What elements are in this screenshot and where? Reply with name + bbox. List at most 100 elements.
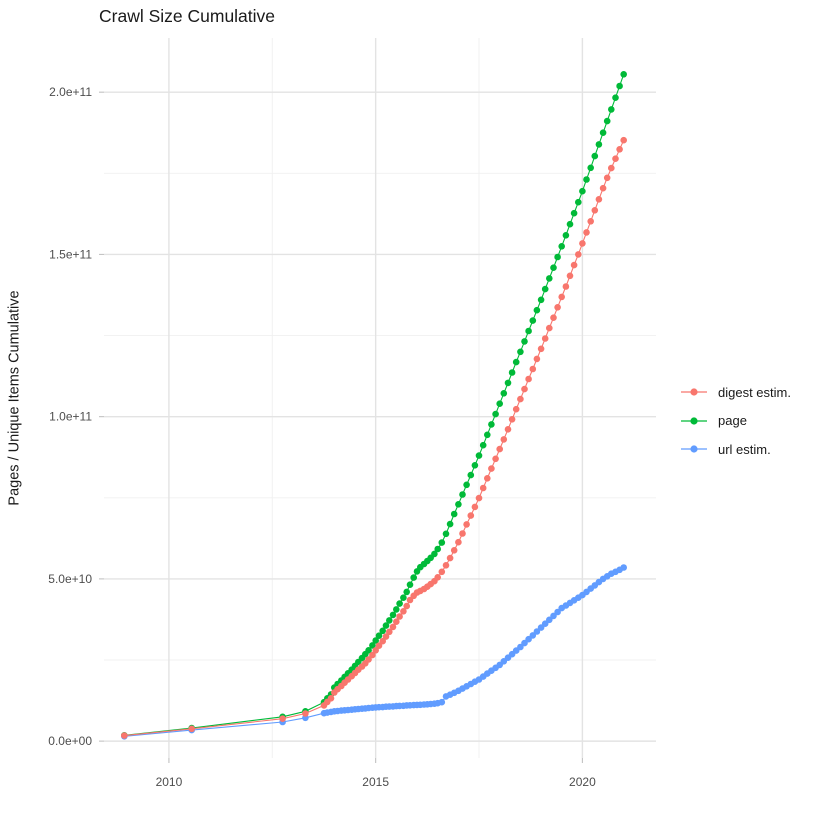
data-point	[484, 431, 491, 439]
legend-key-line-dot-icon	[681, 417, 707, 425]
data-point	[188, 725, 195, 733]
y-axis-title: Pages / Unique Items Cumulative	[2, 38, 28, 758]
data-point	[365, 647, 372, 654]
y-tick-label: 1.0e+11	[49, 410, 92, 424]
data-point	[521, 385, 528, 393]
data-point	[537, 345, 545, 353]
data-point	[375, 642, 383, 649]
data-point	[521, 639, 528, 647]
data-point	[496, 400, 504, 408]
data-point	[467, 471, 475, 479]
data-point	[620, 71, 627, 78]
data-point	[517, 395, 524, 403]
data-point	[475, 494, 483, 502]
data-point	[500, 436, 508, 443]
data-point	[467, 512, 475, 519]
data-point	[521, 338, 528, 345]
data-point	[400, 594, 407, 601]
data-point	[533, 355, 541, 363]
data-point	[529, 317, 537, 324]
data-point	[550, 314, 557, 322]
y-tick-label: 1.5e+11	[49, 247, 92, 261]
data-point	[554, 304, 561, 311]
x-tick-label: 2020	[569, 775, 596, 789]
data-point	[369, 651, 376, 659]
data-point	[558, 243, 565, 250]
data-point	[488, 465, 495, 472]
data-point	[379, 627, 387, 635]
data-point	[575, 251, 582, 258]
data-point	[438, 698, 446, 706]
data-point	[496, 445, 504, 453]
data-point	[488, 421, 495, 428]
data-point	[450, 510, 458, 518]
data-point	[508, 369, 516, 376]
data-point	[434, 545, 442, 553]
y-tick-label: 2.0e+11	[49, 85, 92, 99]
data-point	[608, 106, 615, 113]
data-point	[442, 530, 450, 538]
legend-label: page	[718, 413, 747, 429]
data-point	[550, 612, 557, 620]
data-point	[434, 574, 442, 581]
data-point	[463, 481, 470, 489]
data-point	[575, 198, 582, 206]
legend-key-line-dot-icon	[681, 388, 707, 396]
data-point	[570, 209, 578, 217]
data-point	[517, 643, 524, 651]
data-point	[512, 358, 520, 366]
data-point	[471, 503, 479, 511]
data-point	[410, 574, 418, 581]
data-point	[529, 632, 537, 639]
data-point	[403, 602, 411, 610]
data-point	[459, 530, 466, 537]
data-point	[558, 293, 565, 301]
data-point	[379, 637, 387, 645]
data-point	[599, 184, 607, 192]
x-tick-label: 2015	[362, 775, 389, 789]
data-point	[431, 550, 438, 558]
data-point	[302, 710, 309, 717]
data-point	[554, 253, 561, 261]
data-point	[372, 647, 380, 654]
data-point	[562, 232, 570, 239]
data-point	[541, 335, 549, 342]
data-point	[554, 608, 561, 616]
data-point	[396, 613, 403, 620]
data-point	[479, 441, 487, 449]
y-axis-title-text: Pages / Unique Items Cumulative	[7, 290, 23, 506]
data-point	[455, 501, 462, 508]
data-point	[492, 410, 499, 418]
data-point	[620, 564, 627, 571]
data-point	[517, 348, 524, 356]
data-point	[537, 624, 545, 631]
data-point	[583, 229, 590, 236]
data-point	[327, 695, 335, 702]
data-point	[550, 264, 557, 272]
legend-item-digest-estim: digest estim.	[681, 378, 791, 407]
chart-title: Crawl Size Cumulative	[99, 6, 276, 26]
data-point	[393, 618, 400, 625]
data-point	[442, 562, 450, 569]
data-point	[616, 146, 623, 153]
data-point	[446, 554, 454, 562]
legend-item-url-estim: url estim.	[681, 435, 791, 464]
data-point	[382, 622, 390, 629]
legend-key-line-dot-icon	[681, 445, 707, 453]
data-point	[479, 484, 487, 492]
data-point	[546, 275, 553, 282]
data-point	[471, 462, 479, 469]
y-tick-label: 0.0e+00	[48, 734, 92, 748]
data-point	[546, 324, 553, 332]
data-point	[612, 94, 619, 101]
data-point	[121, 732, 128, 739]
x-tick-label: 2010	[156, 775, 183, 789]
data-point	[541, 620, 549, 627]
data-point	[393, 606, 400, 613]
data-point	[450, 547, 458, 554]
data-point	[579, 240, 586, 247]
data-point	[279, 715, 286, 722]
data-point	[529, 365, 537, 373]
data-point	[616, 82, 623, 90]
